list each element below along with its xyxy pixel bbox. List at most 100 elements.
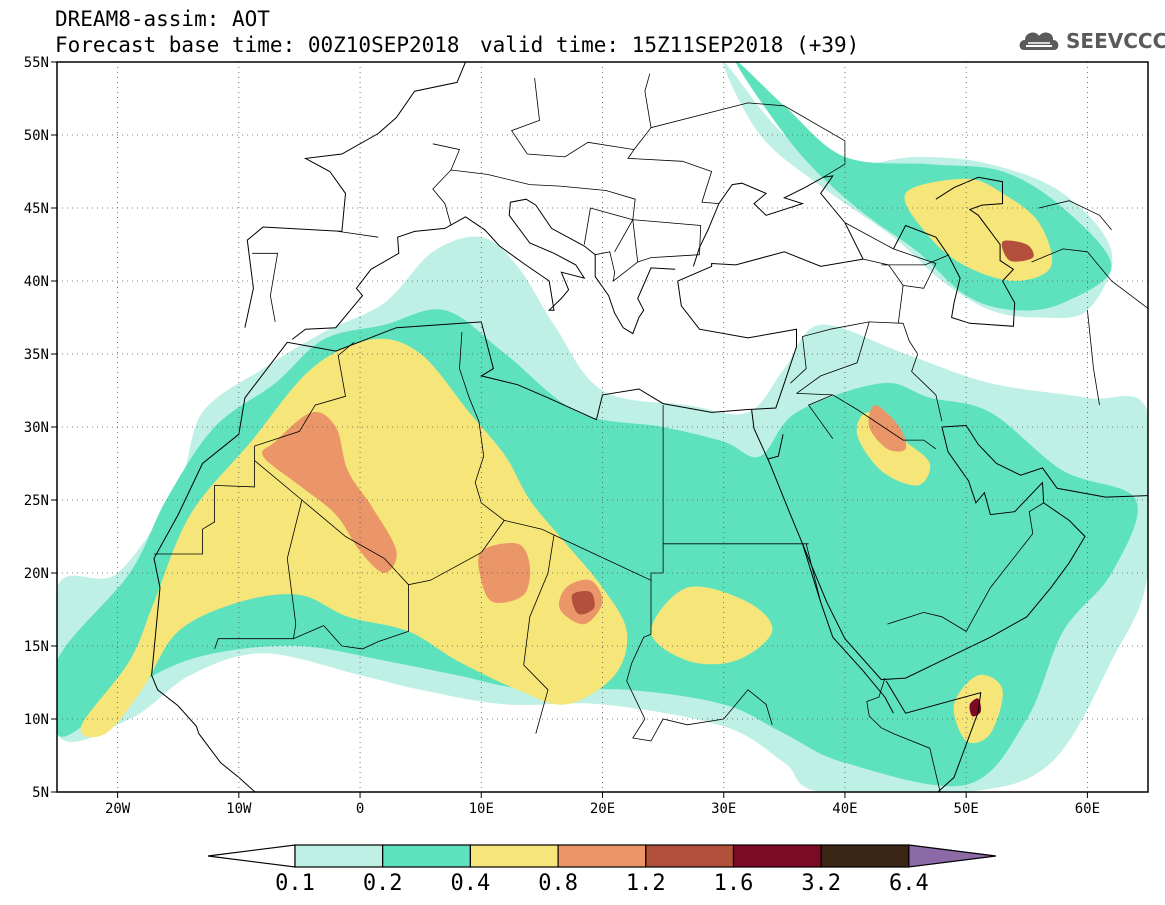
country-border [510,73,652,158]
colorbar-swatch [294,844,384,868]
lon-tick-label: 40E [832,801,857,817]
coastline [692,175,864,267]
country-border [523,534,555,734]
country-border [1087,310,1100,406]
country-border [866,677,941,792]
lon-tick-label: 10E [469,801,494,817]
country-border [1038,200,1112,231]
lon-tick-label: 30E [711,801,736,817]
valid-time: valid time: 15Z11SEP2018 (+39) [480,33,860,57]
lon-tick-label: 20W [105,801,131,817]
country-border [627,149,719,204]
colorbar-label: 6.4 [889,871,929,896]
coastline [885,680,982,792]
lat-tick-label: 45N [24,201,49,217]
coastline [153,251,864,651]
colorbar-label: 1.6 [714,871,754,896]
lon-tick-label: 20E [590,801,615,817]
country-border [844,222,937,289]
lon-tick-label: 50E [954,801,979,817]
aot-fields [57,62,1148,792]
lon-tick-label: 60E [1075,801,1100,817]
seevccc-logo: SEEVCCC [1016,24,1165,56]
country-border [796,393,833,396]
country-border [650,102,846,178]
colorbar-swatch [382,844,472,868]
logo-text: SEEVCCC [1066,29,1165,53]
lat-tick-label: 5N [32,785,49,801]
coastline [291,198,676,340]
base-time: Forecast base time: 00Z10SEP2018 [55,33,460,57]
aot-contour-l4 [478,543,531,603]
coastlines [151,62,1148,792]
colorbar-low-arrow [207,844,296,868]
map-title: DREAM8-assim: AOT [55,7,270,31]
country-border [504,405,664,581]
country-border [252,252,279,322]
lat-tick-label: 10N [24,712,49,728]
country-border [1028,502,1044,534]
coastline [767,434,784,460]
coastline [244,62,466,328]
colorbar-swatch [557,844,647,868]
lat-tick-label: 55N [24,55,49,71]
lat-tick-label: 35N [24,347,49,363]
country-border [881,254,950,266]
longitude-axis: 20W 10W 0 10E 20E 30E 40E 50E 60E [105,792,1100,817]
country-border [626,633,773,742]
aot-contour-l4 [868,405,907,452]
country-border [214,638,294,650]
colorbar-swatch [469,844,559,868]
country-border [632,219,700,263]
country-border [805,543,822,603]
country-border [154,460,255,555]
country-border [897,285,904,324]
lon-tick-label: 0 [356,801,364,817]
latitude-axis: 55N 50N 45N 40N 35N 30N 25N 20N 15N 10N 5N [24,55,57,801]
coastline [151,650,256,792]
country-border [796,321,870,394]
coastline [751,409,755,429]
colorbar-label: 0.1 [275,871,315,896]
lat-tick-label: 30N [24,420,49,436]
country-border [286,499,409,650]
lat-tick-label: 40N [24,274,49,290]
aot-contour-l5 [1001,240,1034,262]
country-border [595,251,638,282]
country-border [790,328,831,384]
country-border [807,394,937,450]
colorbar-high-arrow [908,844,996,868]
country-border [830,321,870,330]
lat-tick-label: 50N [24,128,49,144]
forecast-times: Forecast base time: 00Z10SEP2018 valid ti… [55,33,859,57]
country-border [887,533,1034,632]
country-border [1031,248,1148,309]
lat-tick-label: 15N [24,639,49,655]
colorbar-label: 3.2 [801,871,841,896]
country-border [432,169,702,255]
aot-contour-l5 [571,590,595,615]
cloud-logo-icon [1019,32,1059,50]
aot-contour-l4 [261,411,397,573]
country-border [254,341,355,461]
colorbar-label: 0.2 [363,871,403,896]
coastline [892,176,1016,327]
coastline [753,424,1148,681]
colorbar-swatch [732,844,822,868]
lon-tick-label: 10W [226,801,252,817]
coastline [802,543,894,714]
colorbar-swatch [820,844,910,868]
graticule [57,62,1148,792]
country-border [432,143,461,171]
colorbar-swatch [645,844,735,868]
aot-contour-l3 [651,586,773,665]
colorbar-label: 0.8 [538,871,578,896]
lat-tick-label: 20N [24,566,49,582]
colorbar: 0.1 0.2 0.4 0.8 1.2 1.6 3.2 6.4 [207,844,996,896]
colorbar-label: 1.2 [626,871,666,896]
country-border [583,207,634,252]
colorbar-label: 0.4 [451,871,491,896]
country-border [338,231,379,238]
lat-tick-label: 25N [24,493,49,509]
